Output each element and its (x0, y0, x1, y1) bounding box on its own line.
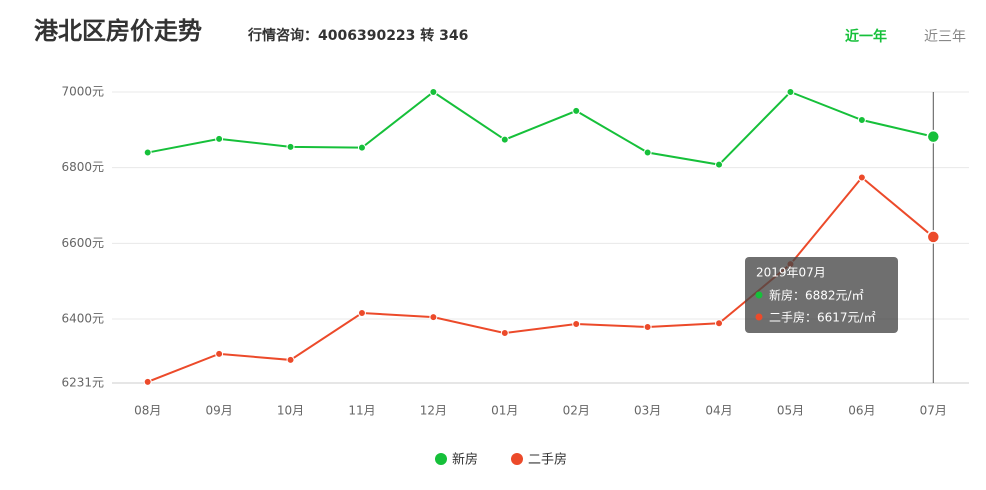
point (429, 88, 438, 96)
y-tick-label: 6600元 (61, 236, 104, 250)
point (643, 148, 652, 157)
x-tick-label: 01月 (491, 404, 518, 418)
y-tick-label: 6400元 (61, 312, 104, 326)
chart-title: 港北区房价走势 (34, 17, 202, 45)
point (786, 88, 795, 96)
x-tick-label: 04月 (705, 404, 732, 418)
point (715, 160, 724, 169)
point (215, 349, 224, 358)
point (500, 329, 509, 338)
x-tick-label: 09月 (205, 404, 232, 418)
y-tick-label: 7000元 (61, 85, 104, 99)
point (286, 142, 295, 151)
series-line (147, 90, 934, 166)
y-tick-label: 6800元 (61, 160, 104, 174)
series-line (147, 176, 934, 383)
legend-item[interactable]: 二手房 (511, 452, 567, 468)
legend-label: 新房 (452, 452, 478, 468)
tab[interactable]: 近三年 (924, 29, 966, 45)
tooltip-marker (755, 313, 763, 321)
x-tick-label: 02月 (563, 404, 590, 418)
tab-active[interactable]: 近一年 (845, 28, 887, 45)
point (857, 116, 866, 125)
tooltip-line: 二手房：6617元/㎡ (769, 310, 876, 325)
x-tick-label: 08月 (134, 404, 161, 418)
y-tick-label: 6231元 (61, 376, 104, 390)
x-tick-label: 06月 (848, 404, 875, 418)
point (715, 319, 724, 328)
point (926, 129, 941, 144)
point (357, 308, 366, 317)
point (357, 143, 366, 152)
legend-item[interactable]: 新房 (435, 452, 478, 468)
point (857, 173, 866, 182)
legend-marker (511, 453, 523, 465)
point (572, 319, 581, 328)
legend-label: 二手房 (528, 452, 567, 468)
point (143, 377, 152, 386)
point (500, 135, 509, 144)
legend-marker (435, 453, 447, 465)
subtitle: 行情咨询：4006390223 转 346 (247, 27, 468, 44)
tooltip-title: 2019年07月 (756, 266, 826, 280)
tooltip-box (745, 257, 898, 333)
point (143, 148, 152, 157)
point (429, 313, 438, 322)
point (572, 106, 581, 115)
point (215, 134, 224, 143)
point (643, 322, 652, 331)
x-tick-label: 03月 (634, 404, 661, 418)
point (286, 355, 295, 364)
x-tick-label: 12月 (420, 404, 447, 418)
tooltip-marker (755, 291, 763, 299)
tooltip-line: 新房：6882元/㎡ (769, 288, 864, 303)
x-tick-label: 05月 (777, 404, 804, 418)
x-tick-label: 10月 (277, 404, 304, 418)
x-tick-label: 07月 (920, 404, 947, 418)
x-tick-label: 11月 (348, 404, 375, 418)
point (926, 230, 941, 244)
